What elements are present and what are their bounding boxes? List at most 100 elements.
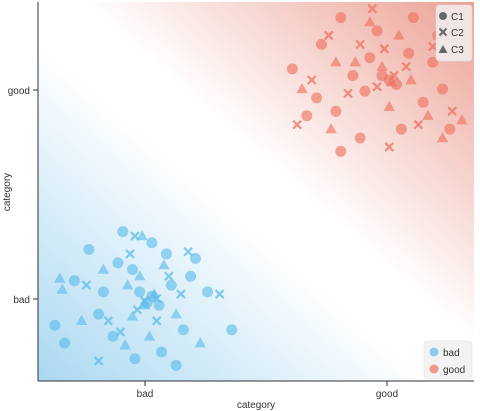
y-axis-title: category bbox=[2, 173, 13, 211]
data-point-good-triangle-94 bbox=[405, 74, 417, 85]
data-point-bad-circle-12 bbox=[83, 243, 95, 255]
legend-label-bad: bad bbox=[443, 348, 460, 359]
data-point-bad-triangle-39 bbox=[138, 299, 151, 310]
data-point-bad-circle-22 bbox=[49, 319, 61, 331]
data-point-bad-triangle-42 bbox=[158, 259, 170, 270]
data-point-bad-circle-2 bbox=[134, 286, 146, 298]
legend-label-c1: C1 bbox=[451, 12, 464, 23]
data-point-bad-circle-14 bbox=[107, 330, 119, 342]
x-axis: bad good category bbox=[38, 380, 474, 411]
shape-legend: C1 C2 C3 bbox=[435, 4, 473, 62]
data-point-bad-circle-4 bbox=[126, 264, 138, 276]
data-point-good-x-87 bbox=[343, 88, 353, 99]
data-point-bad-circle-23 bbox=[170, 359, 182, 371]
data-point-good-x-79 bbox=[372, 81, 382, 92]
data-point-good-circle-62 bbox=[330, 105, 342, 117]
x-tick-label-bad: bad bbox=[137, 389, 154, 400]
data-point-good-circle-66 bbox=[335, 145, 347, 157]
data-point-good-circle-64 bbox=[437, 83, 449, 95]
data-point-bad-x-37 bbox=[115, 327, 126, 337]
legend-bad-dot-icon bbox=[429, 347, 439, 357]
data-point-bad-circle-17 bbox=[226, 324, 238, 336]
data-point-good-circle-72 bbox=[444, 123, 456, 135]
data-point-bad-triangle-51 bbox=[75, 314, 88, 326]
data-point-good-x-80 bbox=[401, 61, 411, 72]
data-point-bad-x-28 bbox=[164, 271, 174, 281]
data-point-good-circle-68 bbox=[371, 25, 383, 37]
data-point-bad-triangle-45 bbox=[97, 263, 110, 274]
data-point-good-circle-69 bbox=[335, 12, 347, 24]
data-point-bad-triangle-48 bbox=[194, 337, 206, 348]
data-point-good-circle-61 bbox=[417, 96, 429, 108]
data-point-good-x-89 bbox=[323, 30, 334, 41]
data-point-bad-triangle-53 bbox=[126, 310, 139, 321]
data-point-good-triangle-97 bbox=[364, 16, 376, 27]
data-point-bad-triangle-40 bbox=[148, 288, 160, 299]
points-layer bbox=[49, 3, 468, 371]
data-point-bad-triangle-47 bbox=[54, 272, 66, 283]
legend-label-good: good bbox=[443, 365, 465, 376]
data-point-bad-circle-5 bbox=[160, 248, 172, 260]
data-point-good-circle-60 bbox=[347, 70, 359, 82]
data-point-bad-circle-24 bbox=[97, 286, 109, 298]
data-point-good-triangle-92 bbox=[385, 76, 398, 87]
legend-triangle-icon bbox=[438, 45, 448, 53]
data-point-good-circle-58 bbox=[364, 52, 376, 64]
data-point-good-circle-70 bbox=[407, 12, 419, 24]
data-point-good-circle-63 bbox=[315, 38, 327, 50]
data-point-good-circle-71 bbox=[354, 132, 366, 144]
data-point-bad-circle-16 bbox=[129, 353, 141, 365]
data-point-good-circle-73 bbox=[301, 110, 313, 122]
class-legend: bad good bbox=[423, 340, 473, 380]
x-tick-label-good: good bbox=[376, 389, 398, 400]
data-point-bad-circle-9 bbox=[177, 324, 189, 336]
data-point-bad-x-29 bbox=[125, 249, 135, 259]
y-axis: good bad category bbox=[2, 2, 39, 381]
data-point-good-x-83 bbox=[306, 75, 317, 85]
legend-label-c2: C2 bbox=[451, 28, 464, 39]
data-point-bad-circle-10 bbox=[68, 275, 80, 287]
data-point-good-triangle-100 bbox=[422, 109, 434, 120]
data-point-good-x-85 bbox=[413, 119, 424, 130]
data-point-bad-circle-11 bbox=[202, 286, 214, 298]
data-point-good-circle-74 bbox=[359, 85, 371, 97]
data-point-good-triangle-99 bbox=[325, 123, 337, 134]
data-point-bad-x-32 bbox=[103, 316, 114, 326]
data-point-bad-circle-20 bbox=[117, 226, 129, 238]
data-point-good-triangle-104 bbox=[436, 131, 449, 143]
data-point-good-triangle-98 bbox=[393, 29, 405, 40]
data-point-bad-circle-6 bbox=[112, 257, 124, 269]
data-point-bad-circle-19 bbox=[146, 237, 158, 249]
decision-region-background bbox=[38, 2, 474, 381]
data-point-good-triangle-93 bbox=[376, 60, 388, 71]
legend-label-c3: C3 bbox=[451, 45, 464, 56]
data-point-good-x-90 bbox=[447, 106, 457, 117]
data-point-bad-triangle-49 bbox=[119, 339, 131, 350]
legend-good-dot-icon bbox=[429, 364, 439, 374]
data-point-bad-circle-15 bbox=[156, 346, 168, 358]
y-tick-label-good: good bbox=[8, 86, 30, 97]
data-point-bad-triangle-43 bbox=[121, 279, 134, 290]
data-point-good-x-82 bbox=[367, 3, 378, 14]
data-point-good-x-91 bbox=[379, 44, 390, 54]
data-point-bad-x-31 bbox=[176, 289, 186, 299]
data-point-good-triangle-101 bbox=[383, 100, 395, 111]
data-point-bad-circle-21 bbox=[189, 252, 201, 264]
data-point-good-circle-65 bbox=[286, 63, 298, 75]
data-point-bad-triangle-44 bbox=[170, 308, 182, 319]
data-point-good-triangle-103 bbox=[296, 82, 308, 94]
data-point-bad-triangle-41 bbox=[134, 270, 146, 281]
legend-x-icon bbox=[438, 27, 448, 37]
data-point-bad-circle-13 bbox=[165, 279, 177, 291]
data-point-bad-triangle-52 bbox=[143, 330, 156, 341]
y-tick-label-bad: bad bbox=[13, 295, 30, 306]
data-point-good-triangle-95 bbox=[349, 56, 362, 67]
legend-circle-icon bbox=[439, 12, 447, 20]
data-point-good-x-84 bbox=[292, 119, 302, 130]
data-point-good-circle-56 bbox=[376, 70, 388, 82]
data-point-good-circle-75 bbox=[427, 56, 439, 68]
data-point-good-circle-67 bbox=[395, 123, 407, 135]
data-point-good-x-81 bbox=[355, 39, 365, 50]
data-point-bad-circle-8 bbox=[93, 308, 105, 320]
